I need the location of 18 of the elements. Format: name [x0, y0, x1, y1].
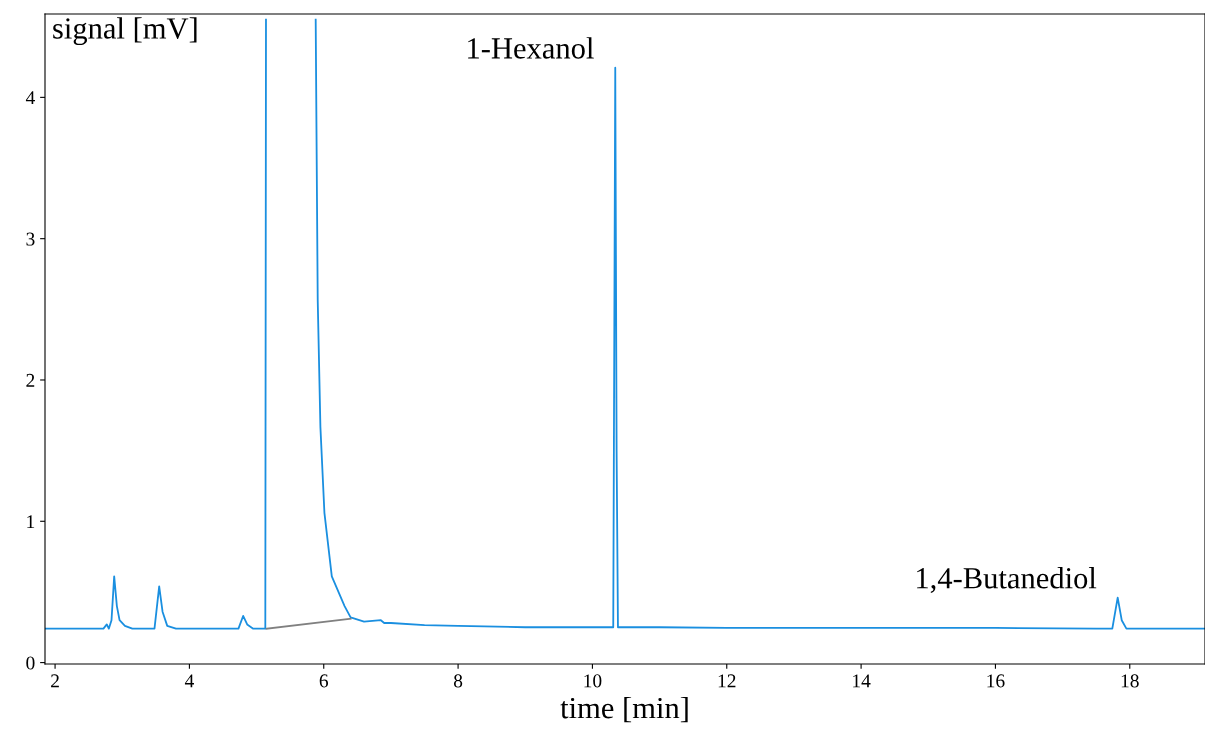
x-tick-label: 12	[718, 674, 736, 688]
y-tick-label: 4	[25, 91, 35, 105]
x-tick-label: 10	[584, 674, 602, 688]
x-tick-label: 8	[453, 674, 463, 688]
y-tick-label: 0	[26, 656, 35, 670]
x-tick-label: 4	[184, 674, 194, 688]
x-tick-label: 14	[853, 674, 871, 688]
x-tick-label: 16	[987, 674, 1005, 688]
x-tick-label: 18	[1121, 674, 1139, 688]
annotation: 1,4-Butanediol	[917, 567, 1097, 593]
x-axis-title: time [min]	[560, 696, 688, 723]
y-tick-label: 3	[26, 232, 35, 246]
y-tick-label: 1	[27, 515, 35, 529]
x-tick-label: 2	[51, 674, 59, 688]
y-tick-label: 2	[26, 373, 35, 387]
x-tick-label: 6	[319, 674, 329, 688]
y-axis-title: signal [mV]	[53, 17, 197, 46]
annotation: 1-Hexanol	[468, 37, 594, 59]
